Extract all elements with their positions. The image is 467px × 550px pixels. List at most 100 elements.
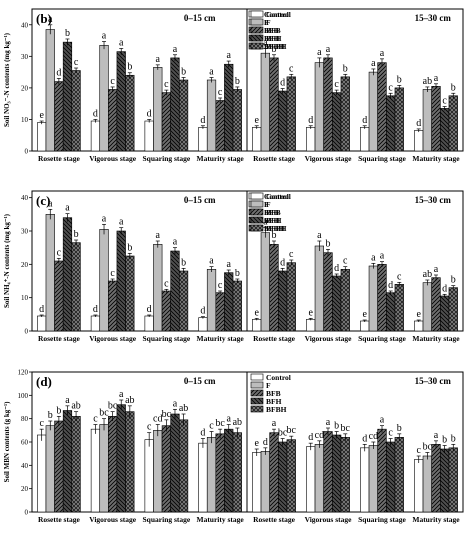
depth-label: 0–15 cm xyxy=(184,195,216,205)
bar-pattern xyxy=(170,414,180,512)
significance-letter: cd xyxy=(315,430,324,441)
bar-pattern xyxy=(116,404,126,512)
bar xyxy=(144,315,154,332)
bar xyxy=(368,445,378,513)
significance-letter: c xyxy=(110,268,115,279)
category-label: Squaring stage xyxy=(358,515,406,524)
significance-letter: a xyxy=(65,203,70,214)
bar-pattern xyxy=(332,435,341,512)
bar xyxy=(252,452,262,513)
significance-letter: d xyxy=(200,115,205,126)
category-label: Rosette stage xyxy=(253,334,296,343)
y-tick-label: 0 xyxy=(25,328,29,336)
depth-label: 15–30 cm xyxy=(415,195,452,205)
significance-letter: a xyxy=(173,44,178,55)
category-label: Rosette stage xyxy=(38,334,81,343)
bar-pattern xyxy=(286,76,296,151)
legend-label: Control xyxy=(266,373,291,382)
legend-label: BFBH xyxy=(266,42,287,51)
bar-pattern xyxy=(116,51,126,151)
bar-pattern xyxy=(448,95,458,151)
bar-pattern xyxy=(286,262,296,331)
legend-swatch-pattern xyxy=(251,390,263,396)
bar-pattern xyxy=(440,108,449,151)
significance-letter: b xyxy=(56,405,61,416)
y-axis-label: Soil NH₄⁺-N contents (mg kg⁻¹) xyxy=(3,213,11,308)
significance-letter: c xyxy=(388,428,393,439)
significance-letter: a xyxy=(326,417,331,428)
category-label: Rosette stage xyxy=(253,154,296,163)
bar-pattern xyxy=(233,89,242,151)
depth-label: 15–30 cm xyxy=(415,13,452,23)
bar xyxy=(360,320,370,332)
significance-letter: c xyxy=(57,247,62,258)
legend-label: BFH xyxy=(266,216,282,225)
bar xyxy=(153,430,163,513)
bar-pattern xyxy=(278,91,287,151)
significance-letter: b xyxy=(235,76,240,87)
bar xyxy=(422,282,432,332)
y-tick-label: 0 xyxy=(25,509,29,517)
bar-pattern xyxy=(162,291,171,331)
depth-label: 0–15 cm xyxy=(184,13,216,23)
category-label: Maturity stage xyxy=(196,154,244,163)
significance-letter: b xyxy=(442,435,447,446)
category-label: Squaring stage xyxy=(358,154,406,163)
category-label: Vigorous stage xyxy=(89,515,137,524)
significance-letter: b xyxy=(48,410,53,421)
significance-letter: d xyxy=(93,108,98,119)
legend-swatch xyxy=(250,200,264,208)
category-label: Rosette stage xyxy=(253,515,296,524)
significance-letter: ab xyxy=(179,403,188,414)
bar xyxy=(314,444,324,513)
y-tick-label: 40 xyxy=(21,194,29,202)
bar-pattern xyxy=(286,439,296,512)
bar-pattern xyxy=(215,100,225,151)
significance-letter: a xyxy=(156,230,161,241)
bar-pattern xyxy=(54,421,64,512)
legend-swatch-pattern xyxy=(251,35,263,41)
significance-letter: bc xyxy=(99,408,109,419)
legend-swatch-pattern xyxy=(251,225,263,231)
legend-label: BFB xyxy=(266,389,281,398)
significance-letter: bc xyxy=(215,418,225,429)
panel-label: (b) xyxy=(36,11,52,26)
significance-letter: d xyxy=(416,118,421,129)
significance-letter: bc xyxy=(423,442,433,453)
y-tick-label: 10 xyxy=(21,294,29,302)
significance-letter: b xyxy=(181,257,186,268)
significance-letter: bc xyxy=(108,401,118,412)
legend-swatch xyxy=(250,10,264,18)
significance-letter: a xyxy=(119,389,124,400)
legend-swatch-pattern xyxy=(251,398,263,404)
bar-pattern xyxy=(170,251,180,331)
legend-swatch-pattern xyxy=(251,209,263,215)
significance-letter: a xyxy=(326,44,331,55)
bar xyxy=(260,232,270,332)
y-tick-label: 0 xyxy=(25,148,29,156)
bar-pattern xyxy=(54,81,64,151)
significance-letter: c xyxy=(289,249,294,260)
bar xyxy=(45,425,55,513)
significance-letter: c xyxy=(334,79,339,90)
legend-swatch-pattern xyxy=(251,406,263,412)
significance-letter: d xyxy=(93,304,98,315)
significance-letter: e xyxy=(308,307,313,318)
significance-letter: a xyxy=(209,256,214,267)
legend-label: BFBH xyxy=(266,405,287,414)
significance-letter: d xyxy=(362,115,367,126)
significance-letter: c xyxy=(442,96,447,107)
significance-letter: c xyxy=(343,256,348,267)
category-label: Vigorous stage xyxy=(305,154,353,163)
category-label: Vigorous stage xyxy=(89,334,137,343)
significance-letter: b xyxy=(272,44,277,55)
significance-letter: c xyxy=(218,280,223,291)
significance-letter: b xyxy=(451,433,456,444)
significance-letter: c xyxy=(74,57,79,68)
bar-pattern xyxy=(63,217,72,331)
significance-letter: ab xyxy=(423,76,432,87)
significance-letter: b xyxy=(451,82,456,93)
significance-letter: d xyxy=(308,432,313,443)
